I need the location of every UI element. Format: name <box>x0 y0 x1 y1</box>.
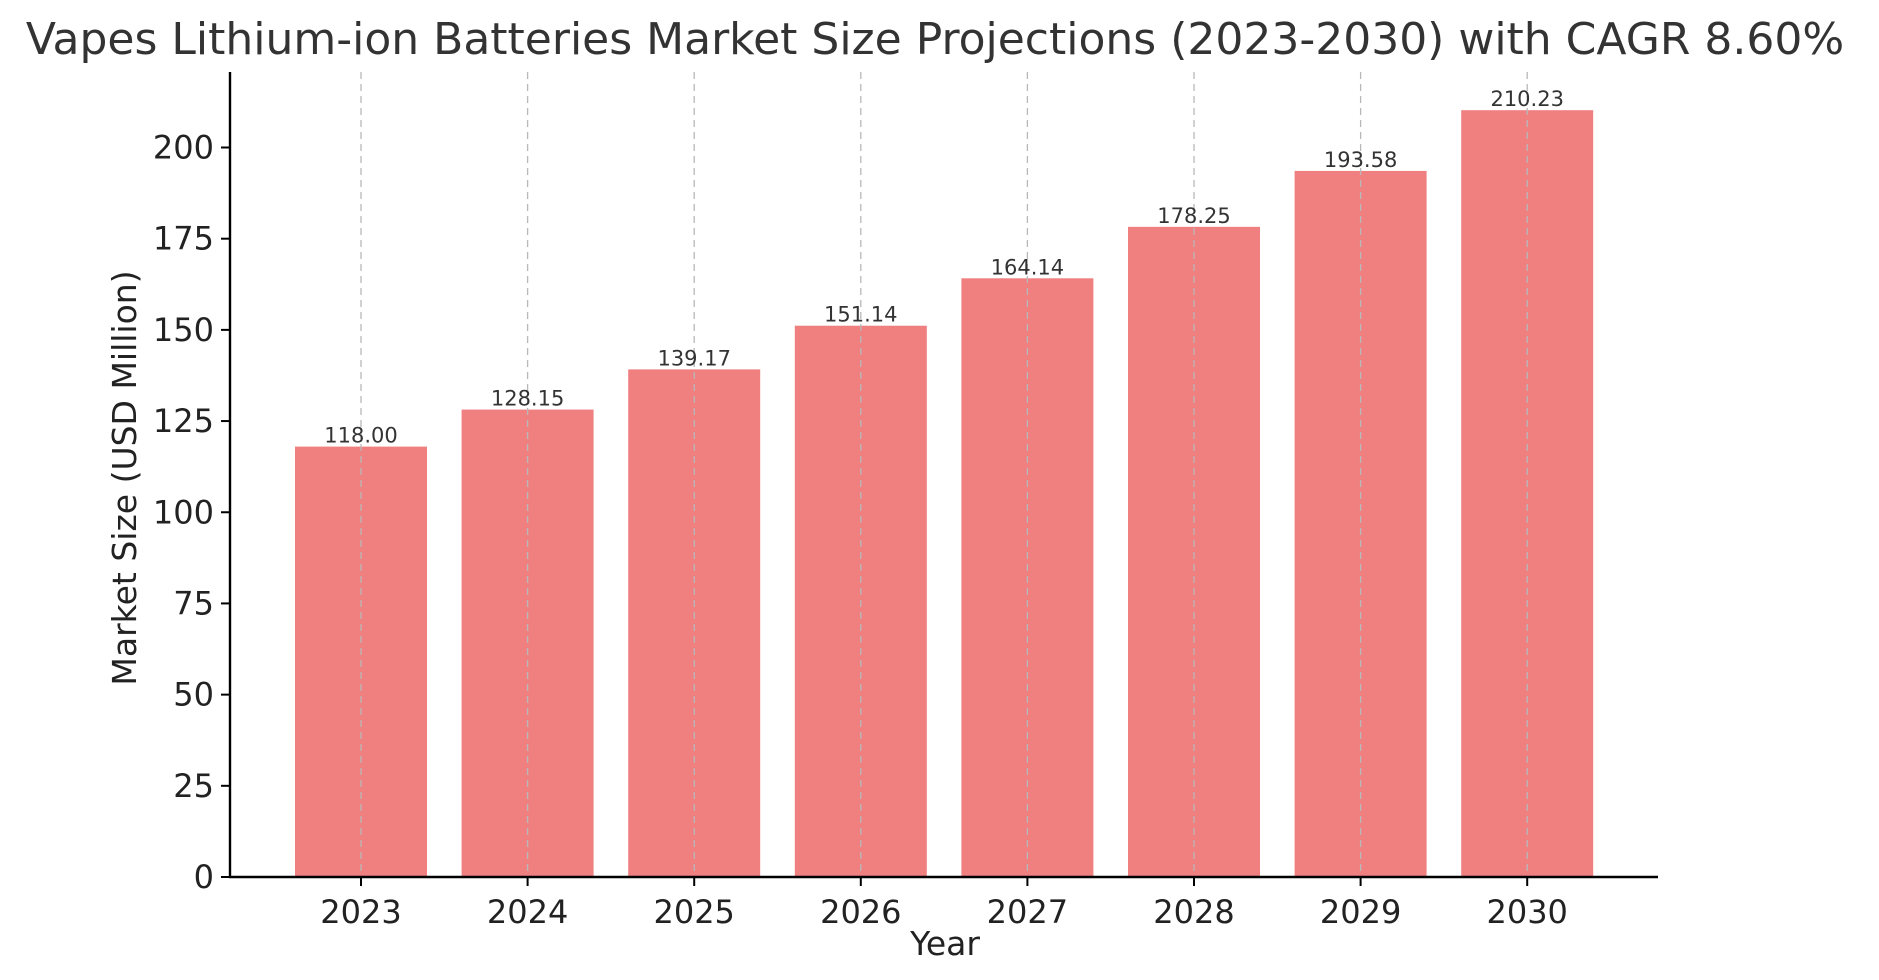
bar-value-label-2028: 178.25 <box>1157 204 1230 228</box>
y-tick-label-25: 25 <box>173 767 214 805</box>
y-tick-label-0: 0 <box>194 858 214 896</box>
bar-value-label-2026: 151.14 <box>824 303 897 327</box>
y-tick-label-175: 175 <box>153 220 214 258</box>
x-tick-label-2027: 2027 <box>987 893 1068 931</box>
x-tick-label-2026: 2026 <box>820 893 901 931</box>
axes-layer <box>228 72 1658 879</box>
x-tick-label-2023: 2023 <box>320 893 401 931</box>
bar-value-label-2027: 164.14 <box>991 255 1064 279</box>
ticks-layer: 0 25 50 75 100 125 150 175 200 2023 2024 2025 2026 20… <box>153 129 1568 931</box>
y-tick-label-100: 100 <box>153 493 214 531</box>
y-tick-label-75: 75 <box>173 584 214 622</box>
y-tick-label-200: 200 <box>153 129 214 167</box>
y-tick-label-150: 150 <box>153 311 214 349</box>
y-axis-label: Market Size (USD Million) <box>105 270 144 685</box>
bar-value-label-2029: 193.58 <box>1324 148 1397 172</box>
bar-2024 <box>461 409 594 877</box>
bar-value-label-2023: 118.00 <box>324 424 397 448</box>
x-tick-label-2028: 2028 <box>1153 893 1234 931</box>
bar-value-label-2024: 128.15 <box>491 387 564 411</box>
y-tick-label-125: 125 <box>153 402 214 440</box>
x-tick-label-2030: 2030 <box>1486 893 1567 931</box>
y-tick-label-50: 50 <box>173 676 214 714</box>
x-tick-label-2025: 2025 <box>653 893 734 931</box>
bars-layer <box>295 110 1594 878</box>
bar-labels-layer: 118.00 128.15 139.17 151.14 164.14 178.25 193.… <box>324 87 1564 447</box>
grid-layer <box>360 72 1528 877</box>
x-tick-label-2029: 2029 <box>1320 893 1401 931</box>
x-tick-label-2024: 2024 <box>487 893 568 931</box>
bar-value-label-2030: 210.23 <box>1490 87 1563 111</box>
chart-title: Vapes Lithium-ion Batteries Market Size … <box>26 14 1844 65</box>
x-axis-label: Year <box>909 924 980 963</box>
bar-value-label-2025: 139.17 <box>657 346 730 370</box>
